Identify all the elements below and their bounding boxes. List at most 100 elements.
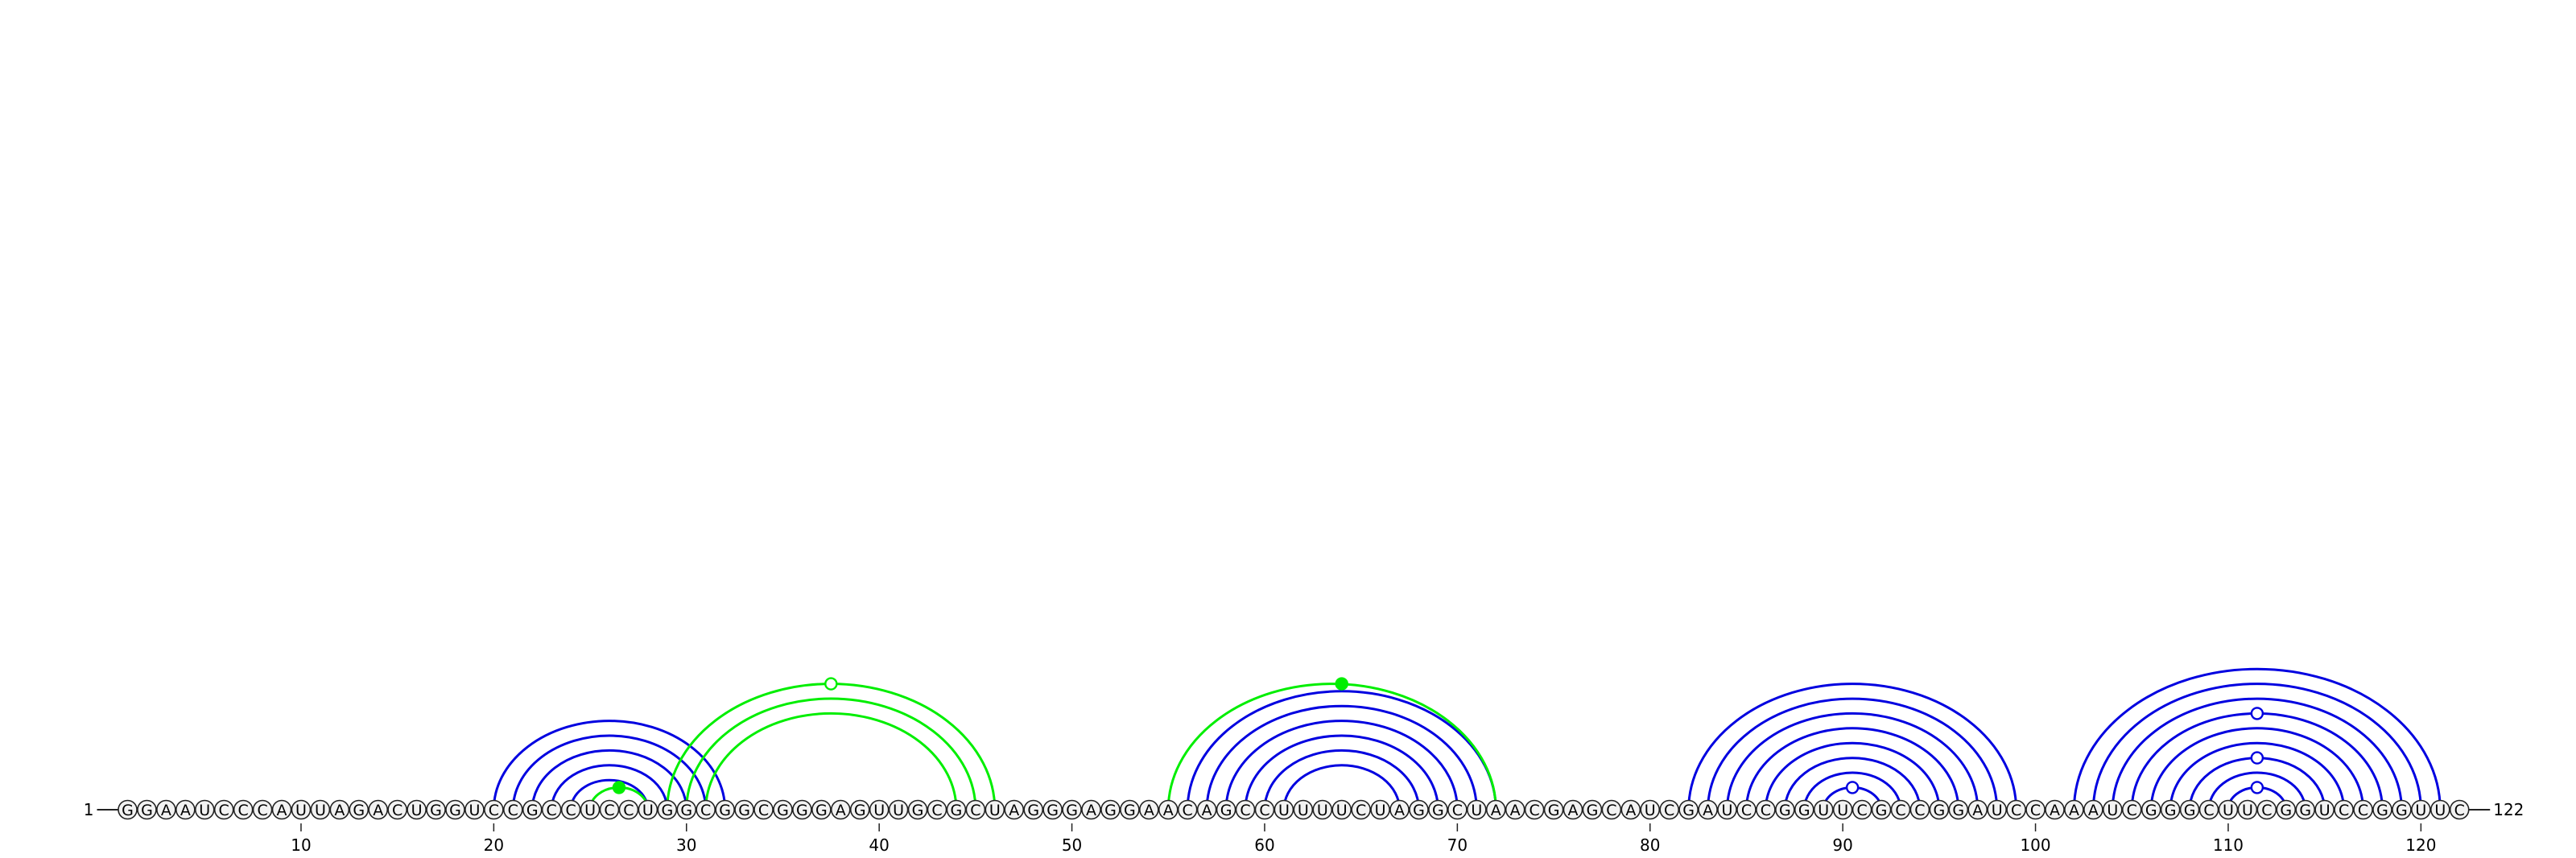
- nucleotide-circle: [715, 799, 735, 820]
- nucleotide-letter: C: [1356, 802, 1366, 819]
- nucleotide-letter: G: [2376, 802, 2388, 819]
- nucleotide-circle: [1447, 799, 1468, 820]
- pseudoknot-arc: [685, 697, 977, 811]
- nucleotide-circle: [156, 799, 176, 820]
- helix-arc: [1224, 720, 1459, 811]
- nucleotide-circle: [811, 799, 832, 820]
- nucleotide-circle: [2392, 799, 2412, 820]
- nucleotide-letter: U: [1645, 802, 1656, 819]
- nucleotide-letter: G: [815, 802, 828, 819]
- nucleotide-letter: U: [1336, 802, 1348, 819]
- arc-apex-marker: [2250, 751, 2264, 765]
- nucleotide-letter: A: [1202, 802, 1212, 819]
- pseudoknot-arc: [704, 712, 958, 811]
- helix-arc: [2169, 741, 2346, 811]
- nucleotide-circle: [291, 799, 312, 820]
- nucleotide-circle: [407, 799, 427, 820]
- tick-label: 50: [1062, 835, 1082, 855]
- nucleotide-letter: C: [1664, 802, 1674, 819]
- nucleotide-circle: [194, 799, 215, 820]
- nucleotide-circle: [522, 799, 543, 820]
- nucleotide-letter: A: [1972, 802, 1983, 819]
- nucleotide-circle: [2256, 799, 2277, 820]
- nucleotide-circle: [1563, 799, 1583, 820]
- nucleotide-circle: [2160, 799, 2181, 820]
- nucleotide-letter: G: [1933, 802, 1945, 819]
- helix-arc: [2149, 727, 2365, 811]
- arc-apex-marker: [1845, 781, 1860, 794]
- nucleotide-circle: [1832, 799, 1853, 820]
- nucleotide-circle: [329, 799, 350, 820]
- nucleotide-circle: [888, 799, 909, 820]
- nucleotide-letter: U: [1471, 802, 1482, 819]
- tick-label: 70: [1447, 835, 1468, 855]
- nucleotide-circle: [792, 799, 812, 820]
- nucleotide-circle: [965, 799, 986, 820]
- nucleotide-circle: [2334, 799, 2354, 820]
- nucleotide-circle: [1023, 799, 1043, 820]
- helix-arc: [1764, 741, 1941, 811]
- nucleotide-letter: C: [700, 802, 711, 819]
- nucleotide-letter: G: [1952, 802, 1964, 819]
- nucleotide-letter: C: [565, 802, 576, 819]
- nucleotide-circle: [1698, 799, 1718, 820]
- nucleotide-circle: [638, 799, 658, 820]
- nucleotide-circle: [502, 799, 523, 820]
- nucleotide-letter: U: [989, 802, 1001, 819]
- nucleotide-letter: C: [2011, 802, 2021, 819]
- nucleotide-circle: [1331, 799, 1352, 820]
- nucleotide-letter: G: [1046, 802, 1059, 819]
- nucleotide-letter: U: [1298, 802, 1309, 819]
- nucleotide-circle: [1736, 799, 1757, 820]
- helix-arc: [1687, 683, 2018, 811]
- nucleotide-circle: [1062, 799, 1082, 820]
- nucleotide-circle: [118, 799, 138, 820]
- nucleotide-letter: A: [1009, 802, 1019, 819]
- nucleotide-letter: U: [2319, 802, 2330, 819]
- nucleotide-circle: [1871, 799, 1892, 820]
- nucleotide-circle: [907, 799, 928, 820]
- nucleotide-letter: G: [1587, 802, 1599, 819]
- nucleotide-letter: G: [141, 802, 153, 819]
- nucleotide-letter: G: [2280, 802, 2292, 819]
- nucleotide-letter: C: [758, 802, 769, 819]
- nucleotide-letter: C: [1240, 802, 1250, 819]
- tick-label: 10: [291, 835, 311, 855]
- nucleotide-circle: [869, 799, 890, 820]
- nucleotide-letter: G: [1066, 802, 1078, 819]
- helix-arc: [2111, 697, 2403, 811]
- nucleotide-letter: C: [1183, 802, 1193, 819]
- nucleotide-circle: [1909, 799, 1930, 820]
- nucleotide-circle: [1775, 799, 1795, 820]
- nucleotide-circle: [734, 799, 754, 820]
- nucleotide-letter: G: [1682, 802, 1695, 819]
- nucleotide-letter: A: [161, 802, 171, 819]
- nucleotide-circle: [580, 799, 601, 820]
- nucleotide-letter: U: [873, 802, 885, 819]
- nucleotide-letter: G: [1220, 802, 1232, 819]
- nucleotide-letter: C: [2339, 802, 2349, 819]
- nucleotide-letter: C: [1259, 802, 1269, 819]
- nucleotide-circle: [2314, 799, 2334, 820]
- nucleotide-letter: A: [1568, 802, 1579, 819]
- nucleotide-circle: [2179, 799, 2200, 820]
- nucleotide-circle: [1640, 799, 1661, 820]
- nucleotide-letter: G: [1124, 802, 1136, 819]
- nucleotide-letter: C: [1914, 802, 1925, 819]
- helix-arc: [2091, 683, 2422, 811]
- nucleotide-circle: [213, 799, 234, 820]
- nucleotide-circle: [618, 799, 639, 820]
- nucleotide-letter: G: [1779, 802, 1791, 819]
- nucleotide-letter: U: [2223, 802, 2234, 819]
- nucleotide-letter: C: [2454, 802, 2465, 819]
- tick-label: 120: [2405, 835, 2436, 855]
- nucleotide-letter: C: [392, 802, 402, 819]
- nucleotide-circle: [696, 799, 716, 820]
- nucleotide-letter: A: [334, 802, 345, 819]
- nucleotide-letter: G: [526, 802, 539, 819]
- nucleotide-letter: G: [912, 802, 924, 819]
- arc-apex-marker: [2250, 707, 2264, 720]
- nucleotide-circle: [1543, 799, 1564, 820]
- nucleotide-circle: [2064, 799, 2084, 820]
- nucleotide-letter: C: [2203, 802, 2214, 819]
